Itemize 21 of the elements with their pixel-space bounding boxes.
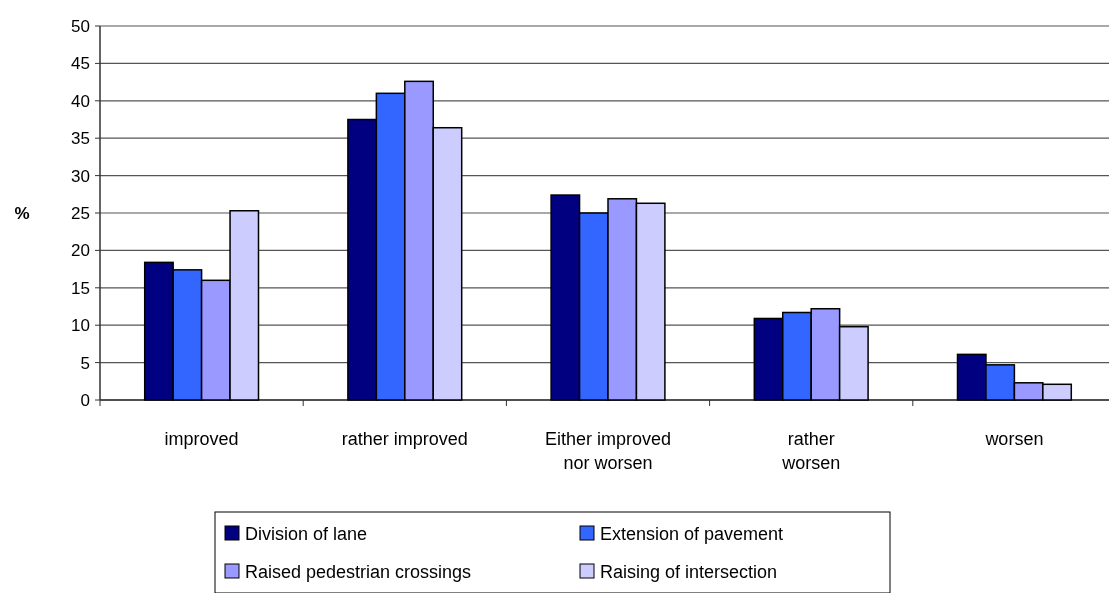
- y-tick-label: 45: [71, 54, 90, 74]
- x-tick-label: worsen: [984, 429, 1044, 449]
- x-tick-label: Either improved nor worsen: [544, 429, 672, 473]
- y-tick-label: 50: [71, 16, 90, 36]
- y-tick-label: 15: [71, 278, 90, 298]
- x-tick-label: rather improved: [341, 429, 468, 449]
- legend-label: Extension of pavement: [600, 524, 784, 545]
- y-tick-label: 30: [71, 166, 90, 186]
- y-tick-label: 35: [71, 129, 90, 149]
- y-tick-label: 40: [71, 91, 90, 111]
- x-tick-label: rather worsen: [781, 429, 841, 473]
- y-tick-label: 10: [71, 316, 90, 336]
- y-tick-label: 5: [80, 353, 90, 373]
- legend-label: Raising of intersection: [600, 562, 778, 583]
- y-tick-label: 20: [71, 241, 90, 261]
- y-tick-label: 0: [80, 390, 90, 410]
- y-tick-label: 25: [71, 203, 90, 223]
- legend-label: Raised pedestrian crossings: [245, 562, 472, 583]
- y-axis-title: %: [14, 203, 30, 223]
- x-tick-label: improved: [164, 429, 239, 449]
- legend-label: Division of lane: [245, 524, 368, 545]
